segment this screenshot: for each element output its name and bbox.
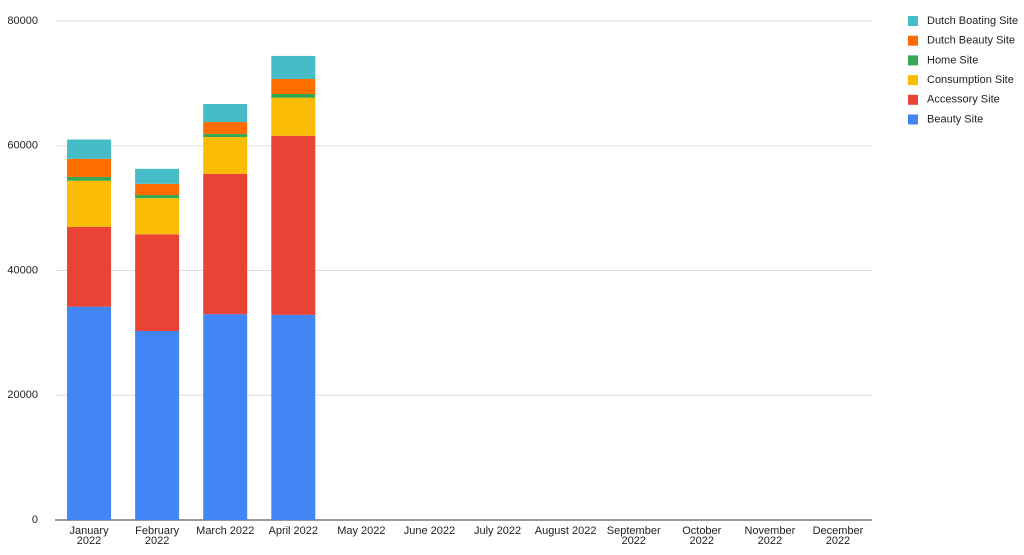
- bar-segment: [271, 55, 316, 80]
- x-tick-label: June 2022: [403, 525, 456, 537]
- bar-segment: [271, 93, 316, 98]
- legend-swatch: [908, 94, 918, 105]
- legend-label: Home Site: [927, 54, 978, 66]
- bar-segment: [67, 139, 112, 159]
- bar-segment: [135, 168, 180, 184]
- bar-segment: [67, 180, 112, 227]
- bar-segment: [135, 198, 180, 235]
- bar-segment: [67, 158, 112, 177]
- bar-segment: [135, 331, 180, 520]
- y-tick-label: 20000: [7, 389, 38, 401]
- bar-segment: [203, 133, 248, 138]
- x-tick-label: August 2022: [534, 525, 597, 537]
- bar-segment: [271, 314, 316, 520]
- bar-segment: [135, 195, 180, 199]
- legend-label: Dutch Boating Site: [927, 15, 1018, 27]
- x-tick-label: March 2022: [196, 525, 255, 537]
- y-tick-label: 40000: [7, 264, 38, 276]
- legend-swatch: [908, 114, 918, 125]
- bar-segment: [271, 97, 316, 136]
- bar-segment: [203, 314, 248, 520]
- y-tick-label: 0: [32, 514, 38, 526]
- x-tick-label: April 2022: [268, 525, 319, 537]
- legend-swatch: [908, 55, 918, 66]
- legend-swatch: [908, 16, 918, 26]
- bar-segment: [203, 122, 248, 134]
- y-tick-label: 80000: [7, 15, 38, 27]
- bar-segment: [67, 226, 112, 307]
- bar-segment: [67, 306, 112, 520]
- x-tick-label: February 2022: [135, 525, 180, 547]
- x-tick-label: November 2022: [744, 525, 796, 547]
- bar-segment: [271, 135, 316, 315]
- legend-label: Dutch Beauty Site: [927, 35, 1015, 47]
- bar-segment: [203, 103, 248, 123]
- legend-swatch: [908, 35, 918, 46]
- bar-segment: [203, 137, 248, 174]
- legend-label: Accessory Site: [927, 94, 1000, 106]
- bar-segment: [203, 173, 248, 315]
- bar-segment: [135, 234, 180, 332]
- legend-label: Beauty Site: [927, 113, 983, 125]
- x-tick-label: December 2022: [812, 525, 864, 547]
- x-tick-label: July 2022: [473, 525, 522, 537]
- y-tick-label: 60000: [7, 140, 38, 152]
- legend-label: Consumption Site: [927, 74, 1014, 86]
- x-tick-label: October 2022: [682, 525, 722, 547]
- bar-segment: [135, 183, 180, 196]
- x-tick-label: January 2022: [69, 525, 109, 547]
- bar-segment: [271, 79, 316, 94]
- x-tick-label: May 2022: [337, 525, 386, 537]
- x-tick-label: September 2022: [606, 525, 661, 547]
- legend-swatch: [908, 75, 918, 86]
- bar-segment: [67, 176, 112, 181]
